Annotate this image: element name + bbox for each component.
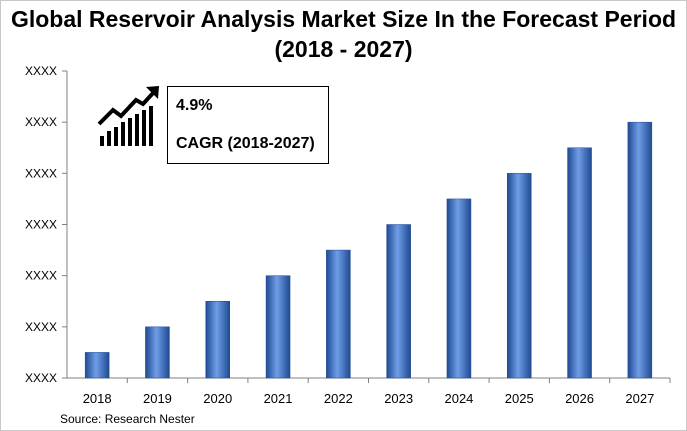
y-tick-label: XXXX	[25, 371, 57, 385]
bar	[205, 301, 230, 379]
y-tick-label: XXXX	[25, 269, 57, 283]
bar	[84, 352, 110, 379]
x-tick-label: 2023	[384, 391, 413, 406]
x-tick-label: 2026	[565, 391, 594, 406]
bar	[326, 249, 351, 379]
x-tick-label: 2027	[625, 391, 654, 406]
y-tick-label: XXXX	[25, 64, 57, 78]
bar	[265, 275, 291, 379]
title-line-2: (2018 - 2027)	[274, 36, 413, 62]
x-tick-label: 2024	[444, 391, 473, 406]
x-tick-label: 2021	[264, 391, 293, 406]
title-line-1: Global Reservoir Analysis Market Size In…	[10, 6, 677, 32]
cagr-callout: 4.9% CAGR (2018-2027)	[167, 86, 329, 164]
bar	[567, 147, 592, 379]
cagr-value: 4.9%	[176, 97, 213, 114]
cagr-label: CAGR (2018-2027)	[176, 135, 315, 152]
chart-title: Global Reservoir Analysis Market Size In…	[0, 4, 687, 64]
bar	[446, 198, 472, 379]
bar	[507, 173, 532, 379]
growth-chart-icon	[97, 86, 159, 146]
x-tick-label: 2019	[143, 391, 172, 406]
source-note: Source: Research Nester	[60, 412, 195, 426]
x-tick-label: 2022	[324, 391, 353, 406]
y-tick-label: XXXX	[25, 218, 57, 232]
y-tick-label: XXXX	[25, 115, 57, 129]
bar	[145, 326, 170, 379]
bar	[386, 224, 411, 379]
y-tick-label: XXXX	[25, 320, 57, 334]
x-tick-label: 2018	[83, 391, 112, 406]
bar	[627, 121, 653, 379]
x-tick-label: 2025	[505, 391, 534, 406]
x-tick-label: 2020	[203, 391, 232, 406]
y-tick-label: XXXX	[25, 166, 57, 180]
